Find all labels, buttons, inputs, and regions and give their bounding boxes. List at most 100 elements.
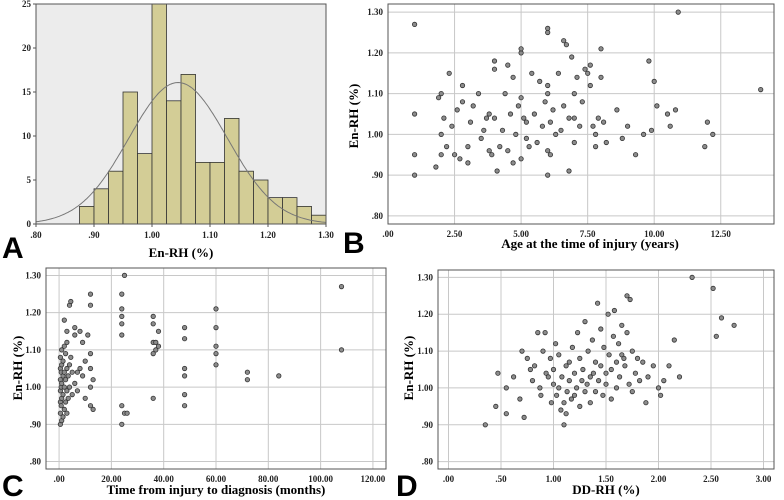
scatter-point bbox=[535, 329, 541, 336]
scatter-point bbox=[598, 363, 604, 369]
scatter-point bbox=[613, 359, 620, 365]
scatter-point bbox=[87, 291, 94, 297]
panel-d-ylabel: En-RH (%) bbox=[401, 336, 416, 401]
scatter-point bbox=[491, 58, 498, 64]
y-tick-label: 1.30 bbox=[417, 272, 433, 282]
scatter-point bbox=[606, 352, 612, 358]
scatter-point bbox=[515, 103, 522, 109]
scatter-point bbox=[61, 384, 67, 390]
scatter-point bbox=[561, 422, 567, 428]
panel-b-letter: B bbox=[343, 227, 365, 260]
scatter-point bbox=[470, 103, 476, 109]
scatter-point bbox=[556, 385, 562, 391]
scatter-point bbox=[592, 359, 599, 365]
scatter-point bbox=[600, 392, 606, 398]
scatter-point bbox=[119, 306, 125, 312]
scatter-point bbox=[640, 131, 647, 137]
scatter-point bbox=[72, 324, 78, 331]
scatter-point bbox=[121, 272, 128, 278]
panel-b-frame bbox=[387, 3, 775, 225]
scatter-point bbox=[69, 391, 75, 398]
scatter-point bbox=[85, 332, 91, 338]
scatter-point bbox=[589, 337, 596, 343]
scatter-point bbox=[758, 87, 764, 93]
scatter-point bbox=[613, 385, 620, 391]
panel-a-xlabel: En-RH (%) bbox=[149, 245, 214, 260]
scatter-point bbox=[710, 131, 716, 137]
scatter-point bbox=[510, 160, 516, 166]
scatter-point bbox=[119, 321, 125, 327]
scatter-point bbox=[150, 321, 156, 327]
panel-c-scatter: .00 20.00 40.00 60.00 80.00 100.00 120.00 .80 .9… bbox=[2, 267, 387, 500]
scatter-point bbox=[523, 119, 530, 125]
scatter-point bbox=[435, 95, 442, 101]
scatter-point bbox=[621, 355, 627, 361]
scatter-point bbox=[276, 373, 282, 379]
scatter-point bbox=[553, 131, 559, 137]
scatter-point bbox=[569, 54, 575, 60]
scatter-point bbox=[646, 58, 652, 64]
scatter-point bbox=[64, 339, 70, 345]
scatter-point bbox=[561, 400, 567, 406]
scatter-point bbox=[438, 131, 444, 137]
scatter-point bbox=[72, 380, 78, 386]
y-tick-label: 1.10 bbox=[417, 346, 433, 356]
scatter-point bbox=[566, 359, 572, 365]
scatter-point bbox=[592, 388, 599, 395]
scatter-point bbox=[62, 377, 69, 383]
panel-a-histogram: .80 .90 1.00 1.10 1.20 1.30 0 5 10 15 20 25 En-RH (… bbox=[2, 0, 334, 265]
scatter-point bbox=[213, 306, 219, 312]
scatter-point bbox=[61, 317, 67, 323]
scatter-point bbox=[338, 283, 345, 290]
scatter-point bbox=[573, 385, 580, 391]
scatter-point bbox=[595, 115, 601, 121]
scatter-point bbox=[517, 396, 523, 402]
scatter-point bbox=[58, 403, 64, 409]
scatter-point bbox=[66, 384, 73, 390]
scatter-point bbox=[603, 381, 609, 387]
scatter-point bbox=[519, 348, 525, 354]
y-tick-label: 1.20 bbox=[417, 309, 433, 319]
scatter-point bbox=[505, 148, 511, 154]
scatter-point bbox=[598, 326, 604, 332]
scatter-point bbox=[77, 328, 83, 334]
scatter-point bbox=[555, 70, 562, 76]
scatter-point bbox=[672, 107, 679, 113]
scatter-point bbox=[585, 348, 591, 354]
panel-c-letter: C bbox=[2, 470, 24, 500]
panel-a-normal-curve bbox=[35, 81, 327, 223]
scatter-point bbox=[213, 343, 219, 349]
scatter-point bbox=[77, 365, 83, 372]
scatter-point bbox=[182, 403, 188, 409]
scatter-point bbox=[502, 91, 508, 97]
scatter-point bbox=[465, 144, 471, 150]
scatter-point bbox=[566, 377, 572, 384]
scatter-point bbox=[550, 381, 557, 387]
scatter-point bbox=[731, 322, 737, 328]
x-tick-label: 120.00 bbox=[361, 474, 386, 484]
scatter-point bbox=[553, 392, 560, 398]
scatter-point bbox=[61, 343, 67, 349]
scatter-point bbox=[64, 328, 70, 334]
scatter-point bbox=[556, 352, 562, 358]
panel-a-letter: A bbox=[2, 232, 24, 265]
scatter-point bbox=[580, 366, 586, 373]
scatter-point bbox=[634, 355, 641, 361]
scatter-point bbox=[571, 91, 577, 97]
x-tick-label: 2.50 bbox=[447, 229, 463, 239]
scatter-point bbox=[615, 341, 622, 347]
scatter-point bbox=[457, 156, 463, 162]
scatter-point bbox=[451, 152, 458, 158]
histogram-bar bbox=[122, 91, 138, 225]
scatter-point bbox=[594, 300, 601, 306]
scatter-point bbox=[87, 384, 94, 390]
scatter-point bbox=[702, 144, 708, 150]
scatter-point bbox=[486, 111, 492, 117]
scatter-point bbox=[718, 315, 725, 321]
scatter-point bbox=[213, 362, 219, 368]
scatter-point bbox=[569, 344, 576, 350]
scatter-point bbox=[598, 74, 604, 80]
histogram-bar bbox=[296, 205, 312, 225]
scatter-point bbox=[150, 350, 156, 357]
histogram-bar bbox=[180, 74, 196, 225]
